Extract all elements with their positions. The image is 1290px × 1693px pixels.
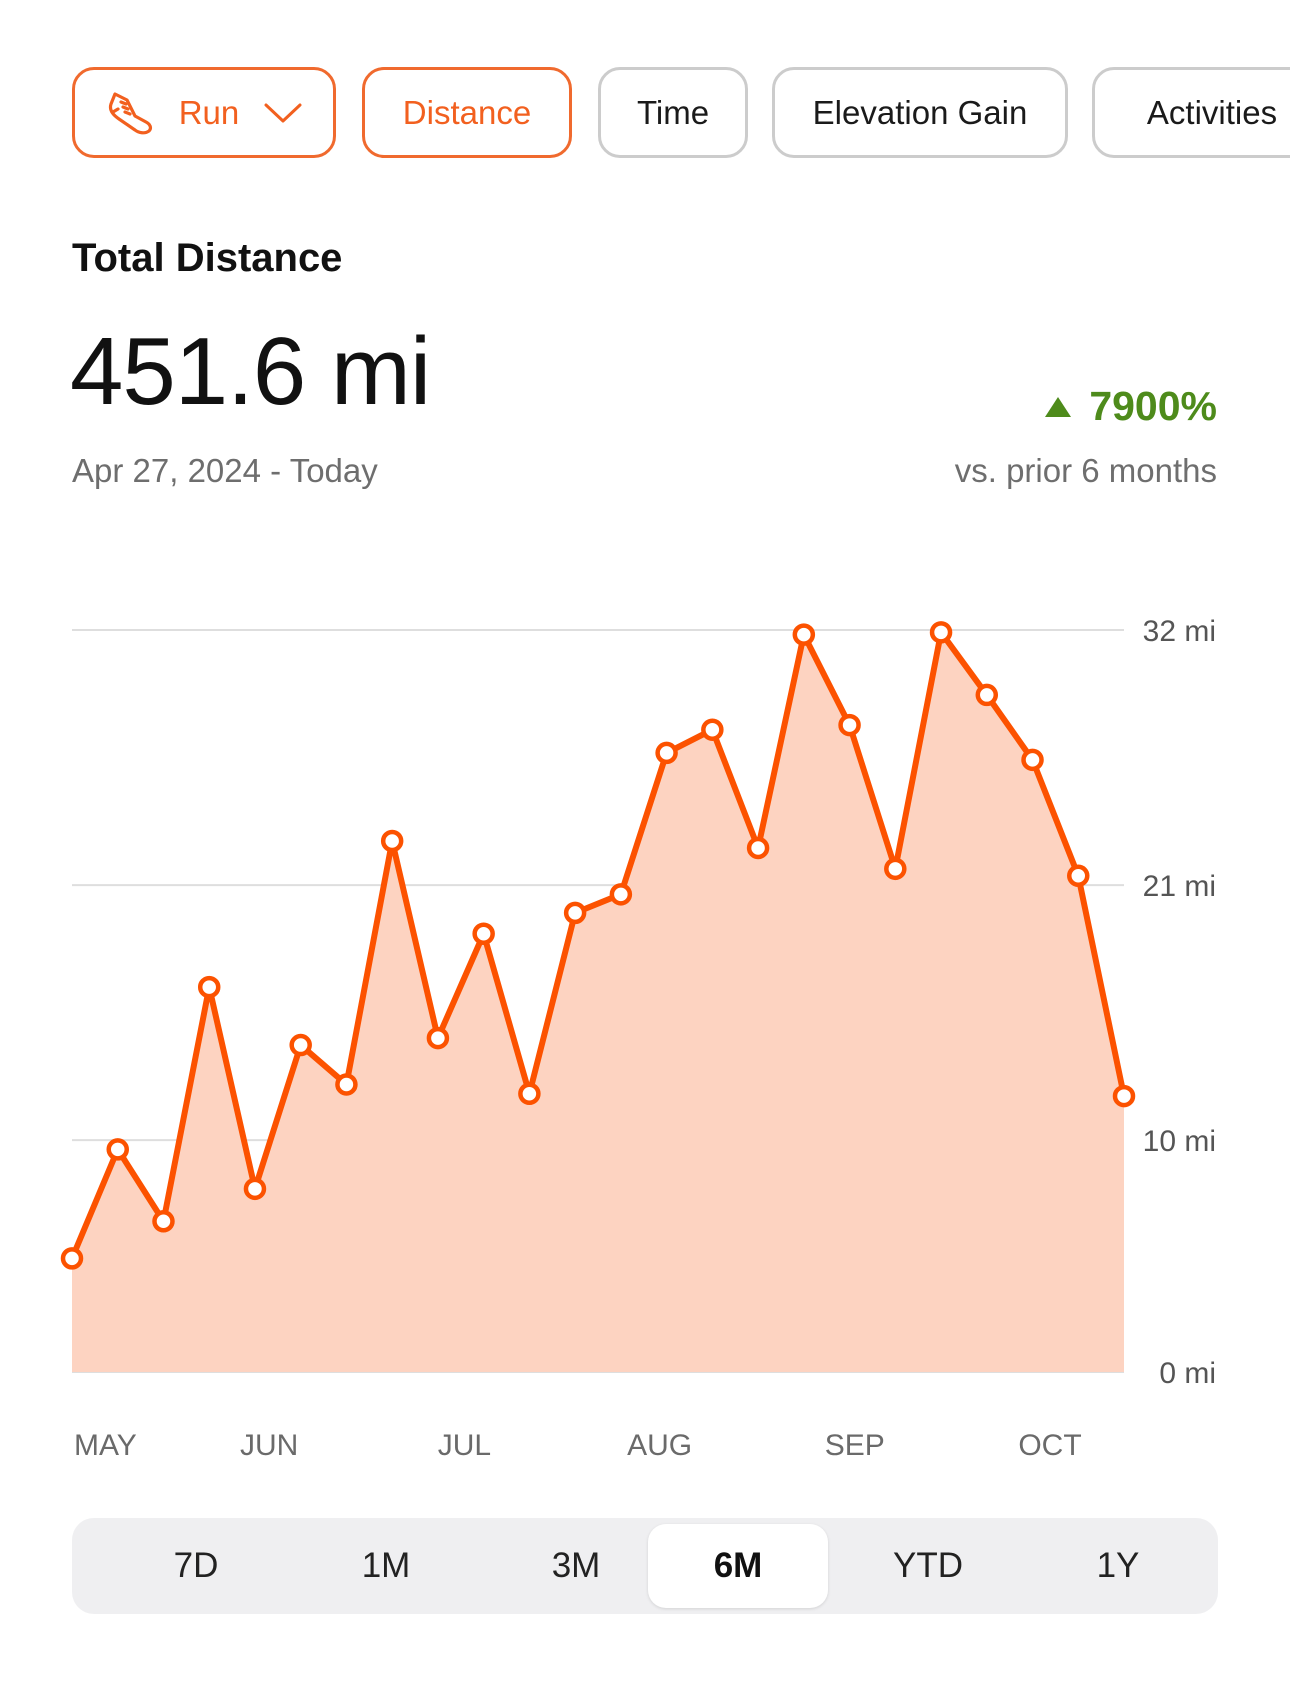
data-point — [335, 1073, 358, 1096]
data-point — [60, 1247, 84, 1270]
date-range: Apr 27, 2024 - Today — [72, 452, 378, 489]
timeframe-selector: 7D 1M 3M 6M YTD 1Y — [72, 1518, 1218, 1614]
change-percent: 7900% — [1089, 383, 1217, 429]
x-tick-label: SEP — [825, 1429, 885, 1462]
running-shoe-icon — [108, 91, 152, 134]
y-tick-label: 21 mi — [1143, 870, 1216, 903]
chevron-down-icon — [264, 103, 302, 122]
data-point — [701, 718, 724, 741]
data-point — [1067, 864, 1090, 888]
data-point — [518, 1082, 541, 1105]
data-point — [243, 1177, 267, 1201]
data-point — [563, 901, 587, 925]
data-point — [792, 623, 816, 646]
data-point — [929, 621, 953, 644]
data-point — [197, 975, 221, 999]
data-point — [655, 741, 678, 765]
timeframe-3m[interactable]: 3M — [551, 1546, 601, 1585]
timeframe-1y[interactable]: 1Y — [1096, 1546, 1140, 1585]
x-tick-label: OCT — [1018, 1429, 1081, 1462]
data-point — [380, 829, 404, 853]
section-title: Total Distance — [72, 236, 343, 280]
change-indicator: 7900% — [1043, 383, 1217, 430]
metric-chip-activities[interactable]: Activities — [1092, 67, 1290, 158]
data-point — [106, 1138, 129, 1161]
sport-label: Run — [178, 93, 240, 131]
metric-filter-bar: Run Distance Time Elevation Gain Activit… — [72, 67, 1290, 162]
timeframe-1m[interactable]: 1M — [361, 1546, 411, 1585]
data-point — [975, 683, 999, 707]
total-distance-value: 451.6 mi — [70, 318, 431, 425]
data-point — [472, 922, 495, 946]
data-point — [884, 857, 907, 881]
change-comparison-label: vs. prior 6 months — [954, 452, 1217, 489]
data-point — [838, 713, 861, 737]
metric-chip-elevation-gain[interactable]: Elevation Gain — [772, 67, 1068, 158]
x-tick-label: MAY — [74, 1429, 137, 1462]
sport-selector-button[interactable]: Run — [72, 67, 336, 158]
data-point — [426, 1026, 450, 1050]
data-point — [746, 836, 770, 860]
data-point — [1112, 1084, 1136, 1108]
metric-chip-time[interactable]: Time — [598, 67, 748, 158]
area-fill — [72, 632, 1124, 1372]
y-tick-label: 0 mi — [1159, 1357, 1216, 1390]
x-tick-label: JUL — [438, 1429, 491, 1462]
triangle-up-icon — [1045, 396, 1072, 417]
series-line — [69, 629, 1127, 1262]
data-point — [289, 1033, 312, 1057]
x-tick-label: JUN — [240, 1429, 298, 1462]
x-tick-label: AUG — [627, 1429, 692, 1462]
timeframe-ytd[interactable]: YTD — [893, 1546, 963, 1585]
metric-chip-distance[interactable]: Distance — [362, 67, 572, 158]
data-point — [152, 1210, 175, 1233]
data-point — [1021, 748, 1044, 772]
y-tick-label: 32 mi — [1143, 615, 1216, 648]
data-point — [609, 883, 633, 906]
timeframe-7d[interactable]: 7D — [173, 1546, 219, 1585]
timeframe-6m[interactable]: 6M — [648, 1524, 828, 1608]
y-tick-label: 10 mi — [1143, 1125, 1216, 1158]
distance-chart: 0 mi 10 mi 21 mi 32 mi MAY JUN JUL AUG SEP OCT — [60, 615, 1216, 1462]
